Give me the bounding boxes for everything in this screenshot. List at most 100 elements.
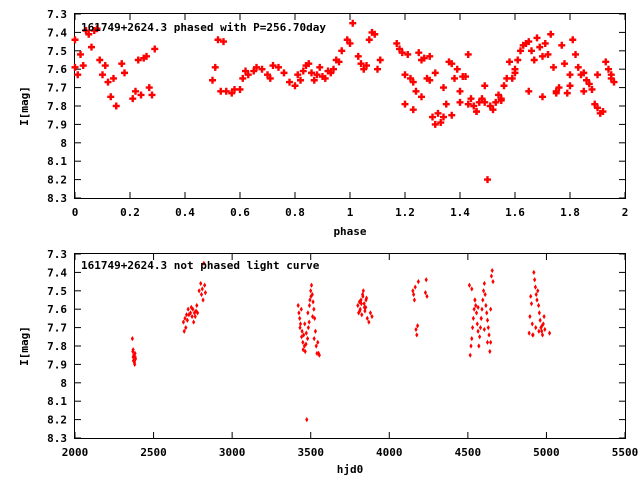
data-point (552, 89, 560, 97)
data-series (130, 260, 552, 423)
data-point (275, 63, 282, 71)
data-point (534, 325, 538, 331)
data-point (583, 76, 590, 84)
data-point (412, 291, 416, 298)
data-point (312, 306, 316, 312)
data-point (420, 54, 428, 62)
data-point (308, 297, 312, 303)
data-point (528, 47, 535, 55)
data-point (532, 269, 536, 275)
data-point (415, 323, 420, 329)
data-point (250, 67, 258, 75)
data-point (77, 50, 85, 58)
data-point (508, 74, 516, 82)
x-tick-label: 2500 (140, 446, 167, 459)
data-point (197, 288, 201, 294)
x-tick-label: 1.4 (450, 206, 470, 219)
x-tick-label: 3000 (219, 446, 246, 459)
data-point (473, 297, 477, 303)
data-point (363, 62, 370, 70)
y-tick-label: 7.4 (47, 26, 67, 39)
data-point (306, 310, 310, 316)
data-point (316, 350, 321, 356)
data-point (411, 288, 415, 294)
y-tick-label: 8.3 (47, 432, 67, 445)
data-point (220, 38, 227, 46)
data-point (231, 85, 238, 93)
data-point (401, 100, 409, 108)
data-series (71, 19, 618, 184)
data-point (462, 73, 469, 81)
data-point (101, 62, 109, 70)
data-point (302, 332, 306, 338)
x-axis-label: phase (333, 225, 366, 238)
data-point (401, 71, 409, 79)
data-point (266, 74, 274, 82)
data-point (527, 330, 531, 336)
y-axis-label: I[mag] (18, 326, 31, 366)
data-point (448, 60, 456, 68)
data-point (506, 58, 513, 66)
data-point (209, 76, 216, 84)
data-point (489, 106, 497, 114)
data-point (308, 69, 315, 77)
data-point (594, 71, 601, 79)
data-point (132, 358, 137, 364)
data-point (303, 321, 307, 327)
data-point (469, 343, 473, 349)
data-point (298, 321, 303, 327)
data-point (319, 73, 326, 81)
data-point (492, 98, 500, 106)
x-tick-label: 1.8 (560, 206, 580, 219)
data-point (258, 65, 266, 73)
data-point (539, 93, 546, 101)
data-point (190, 313, 194, 320)
data-point (445, 58, 453, 66)
data-point (217, 87, 225, 95)
data-point (354, 52, 362, 60)
y-tick-label: 7.9 (47, 358, 67, 371)
data-point (580, 87, 588, 95)
data-point (415, 49, 423, 57)
data-point (85, 30, 93, 38)
data-point (120, 69, 128, 77)
data-point (456, 87, 464, 95)
data-point (440, 84, 447, 92)
data-point (133, 354, 137, 360)
x-tick-label: 1.6 (505, 206, 525, 219)
data-point (467, 282, 472, 288)
x-tick-label: 5500 (612, 446, 639, 459)
x-tick-label: 3500 (297, 446, 324, 459)
data-point (471, 315, 475, 321)
data-point (434, 109, 442, 117)
data-point (414, 326, 418, 333)
data-point (112, 102, 120, 110)
data-point (542, 313, 546, 320)
data-point (514, 56, 522, 64)
data-point (511, 65, 519, 73)
data-point (133, 350, 137, 356)
data-point (476, 304, 480, 310)
data-point (566, 71, 574, 79)
data-point (472, 306, 476, 312)
data-point (118, 60, 126, 68)
data-point (184, 325, 188, 331)
data-point (480, 306, 484, 312)
data-point (569, 36, 577, 44)
data-point (485, 310, 489, 316)
data-point (511, 69, 519, 77)
data-point (470, 336, 474, 342)
data-point (202, 260, 206, 266)
data-point (302, 62, 310, 70)
data-point (79, 62, 87, 70)
data-point (418, 93, 425, 101)
data-point (236, 85, 244, 93)
data-point (468, 352, 472, 358)
data-point (302, 343, 307, 349)
chart-title: 161749+2624.3 phased with P=256.70day (81, 21, 326, 34)
data-point (349, 19, 357, 27)
data-point (132, 87, 139, 95)
data-point (187, 312, 191, 318)
data-point (482, 326, 486, 333)
y-tick-label: 8.1 (47, 155, 67, 168)
